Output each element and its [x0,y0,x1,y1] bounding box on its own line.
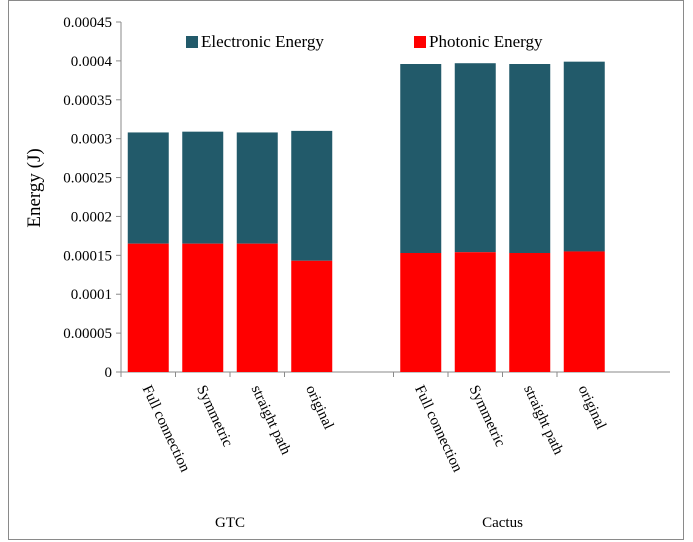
bar-photonic [182,243,224,372]
legend-swatch [414,36,426,48]
y-tick-label: 0.00015 [63,248,112,264]
bar-electronic [509,64,551,253]
bar-electronic [454,63,496,253]
x-category-label: Symmetric [466,383,508,450]
group-labels: GTC Cactus [215,515,523,531]
bar-photonic [400,253,442,372]
bars [127,61,605,372]
y-tick-label: 0.00005 [63,326,112,342]
bar-photonic [563,251,605,372]
y-axis-label: Energy (J) [24,148,45,227]
x-category-labels: Full connection Symmetric straight path ori… [139,383,609,475]
y-tick-label: 0.00025 [63,171,112,187]
y-tick-label: 0.00035 [63,93,112,109]
x-category-label: Full connection [411,383,465,475]
group-label: GTC [215,515,245,531]
y-tick-label: 0 [105,365,113,381]
x-category-label: original [575,383,609,432]
y-tick-label: 0.0003 [71,132,112,148]
bar-electronic [127,132,169,244]
bar-photonic [509,253,551,372]
legend-swatch [186,36,198,48]
y-tick-label: 0.00045 [63,15,112,31]
legend-label: Electronic Energy [201,32,324,51]
group-label: Cactus [482,515,523,531]
x-category-label: Symmetric [193,383,235,450]
x-category-label: Full connection [139,383,193,475]
y-tick-label: 0.0002 [71,209,112,225]
bar-photonic [127,243,169,372]
bar-photonic [291,260,333,372]
y-tick-label: 0.0001 [71,287,112,303]
bar-photonic [454,252,496,372]
legend: Electronic Energy Photonic Energy [186,32,543,51]
bar-electronic [563,61,605,252]
y-tick-labels: 0 0.00005 0.0001 0.00015 0.0002 0.00025 0.0003… [63,15,112,381]
bar-photonic [236,243,278,372]
bar-electronic [400,64,442,253]
bar-electronic [291,130,333,261]
legend-label: Photonic Energy [429,32,543,51]
x-category-label: original [302,383,336,432]
bar-electronic [182,131,224,244]
bar-electronic [236,132,278,244]
y-tick-label: 0.0004 [71,54,113,70]
x-category-label: straight path [248,383,294,458]
x-category-label: straight path [520,383,566,458]
